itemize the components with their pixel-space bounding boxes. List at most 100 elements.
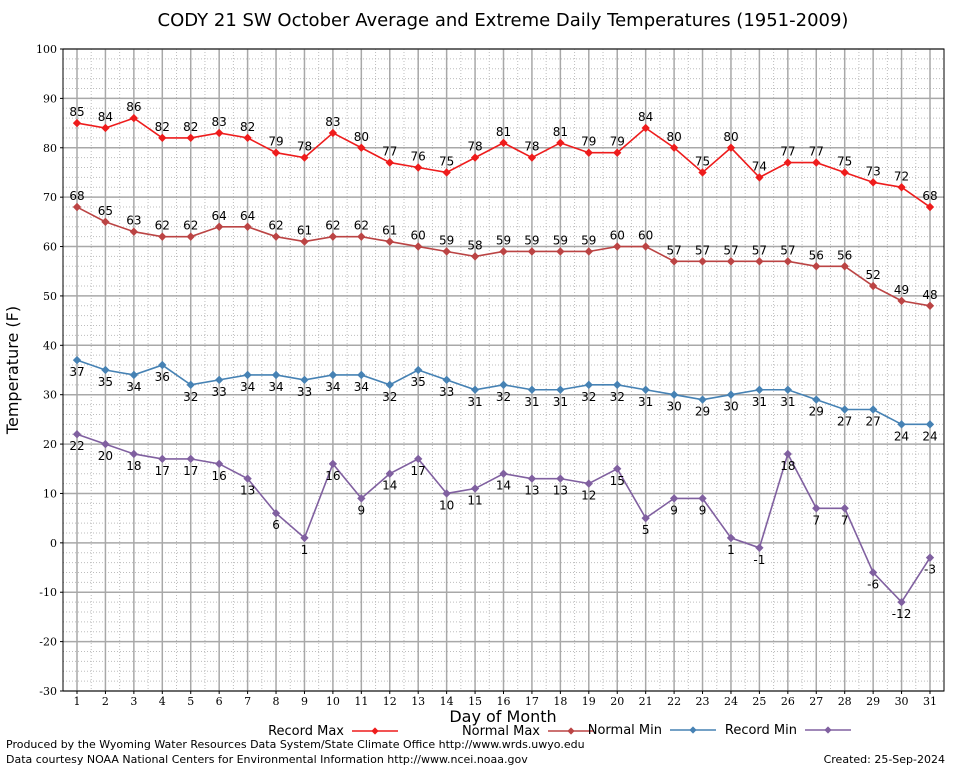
record-max-point — [243, 133, 252, 143]
series-layer — [72, 113, 935, 607]
x-tick-label: 1 — [74, 695, 81, 708]
record-max-point — [385, 158, 394, 167]
normal-max-point — [414, 242, 423, 251]
y-tick-label: -10 — [39, 586, 57, 599]
record-max-data-label: 86 — [126, 100, 141, 114]
normal-min-data-label: 31 — [780, 395, 795, 409]
normal-min-point — [158, 360, 167, 370]
record-max-point — [101, 123, 110, 133]
record-min-point — [556, 474, 565, 483]
record-min-data-label: -12 — [892, 607, 912, 621]
x-tick-label: 2 — [102, 695, 109, 708]
normal-min-data-label: 33 — [439, 385, 454, 399]
record-min-point — [726, 533, 736, 543]
record-min-data-label: 7 — [841, 513, 849, 527]
normal-min-data-label: 32 — [183, 390, 198, 404]
x-tick-label: 12 — [383, 695, 397, 708]
x-tick-label: 18 — [553, 695, 567, 708]
normal-min-data-label: 32 — [581, 390, 596, 404]
normal-max-data-label: 57 — [666, 243, 681, 257]
normal-max-data-label: 60 — [411, 229, 426, 243]
normal-min-data-label: 32 — [610, 390, 625, 404]
x-tick-label: 24 — [724, 695, 738, 708]
normal-min-data-label: 31 — [467, 395, 482, 409]
normal-max-point — [783, 257, 792, 266]
normal-min-data-label: 31 — [553, 395, 568, 409]
record-max-data-label: 80 — [354, 130, 369, 144]
normal-min-data-label: 34 — [240, 380, 255, 394]
record-max-data-label: 73 — [865, 164, 880, 178]
record-max-point — [442, 168, 451, 177]
normal-max-point — [186, 232, 195, 241]
record-min-data-label: -3 — [924, 563, 936, 577]
record-min-data-label: 1 — [727, 543, 735, 557]
normal-max-data-label: 65 — [98, 204, 113, 218]
record-max-point — [129, 113, 139, 123]
normal-min-point — [726, 390, 736, 399]
record-max-point — [925, 202, 935, 212]
y-tick-label: 20 — [43, 438, 57, 451]
record-min-point — [783, 449, 792, 459]
normal-max-data-label: 59 — [439, 233, 454, 247]
legend-marker-normal-max — [567, 727, 575, 735]
y-tick-label: 70 — [43, 191, 57, 204]
record-min-data-label: 9 — [358, 503, 366, 517]
x-tick-label: 11 — [354, 695, 368, 708]
record-max-data-label: 80 — [723, 130, 738, 144]
y-axis-ticks: -30 -20 -10 0 10 20 30 40 50 60 70 80 90 100 — [36, 43, 63, 698]
normal-max-data-label: 57 — [723, 243, 738, 257]
normal-min-point — [584, 380, 593, 389]
record-min-point — [584, 479, 593, 488]
record-max-point — [300, 153, 309, 162]
record-max-point — [783, 158, 792, 167]
major-grid — [63, 48, 944, 692]
legend-label-normal-max: Normal Max — [462, 724, 540, 739]
y-tick-label: -20 — [39, 636, 57, 649]
normal-max-point — [669, 257, 679, 266]
normal-min-data-label: 27 — [865, 415, 880, 429]
record-min-data-label: 14 — [382, 479, 397, 493]
record-max-data-label: 80 — [666, 130, 681, 144]
x-tick-label: 10 — [326, 695, 340, 708]
record-min-point — [840, 504, 849, 513]
record-min-point — [215, 459, 224, 468]
normal-min-point — [470, 385, 480, 394]
record-min-data-label: 16 — [325, 469, 340, 483]
record-min-point — [499, 469, 508, 478]
record-max-data-label: 68 — [922, 189, 937, 203]
normal-min-data-label: 24 — [922, 429, 937, 443]
normal-min-data-label: 34 — [268, 380, 283, 394]
record-min-point — [385, 469, 394, 478]
record-max-point — [584, 148, 593, 157]
record-max-point — [527, 153, 537, 162]
record-min-point — [897, 597, 906, 607]
normal-min-point — [271, 370, 281, 380]
normal-min-data-label: 33 — [297, 385, 312, 399]
record-max-point — [556, 138, 565, 147]
legend-marker-record-max — [371, 727, 379, 735]
normal-min-data-label: 30 — [723, 400, 738, 414]
record-max-point — [158, 133, 167, 143]
normal-max-point — [925, 301, 935, 310]
normal-max-data-label: 57 — [695, 243, 710, 257]
normal-max-point — [158, 232, 167, 241]
normal-max-data-label: 62 — [155, 219, 170, 233]
normal-min-data-label: 35 — [411, 375, 426, 389]
normal-max-point — [726, 257, 736, 266]
normal-min-point — [300, 375, 309, 385]
normal-min-point — [613, 380, 622, 389]
record-max-point — [72, 118, 82, 128]
normal-min-point — [442, 375, 451, 385]
normal-min-point — [868, 405, 878, 414]
y-axis-title: Temperature (F) — [3, 306, 22, 435]
footer-data-source: Data courtesy NOAA National Centers for … — [6, 753, 528, 766]
record-min-point — [527, 474, 537, 483]
normal-min-data-label: 30 — [666, 400, 681, 414]
x-tick-label: 4 — [159, 695, 166, 708]
record-min-point — [868, 568, 878, 577]
normal-max-data-label: 59 — [496, 233, 511, 247]
normal-min-data-label: 31 — [752, 395, 767, 409]
normal-min-point — [698, 395, 707, 404]
record-max-data-label: 75 — [695, 154, 710, 168]
